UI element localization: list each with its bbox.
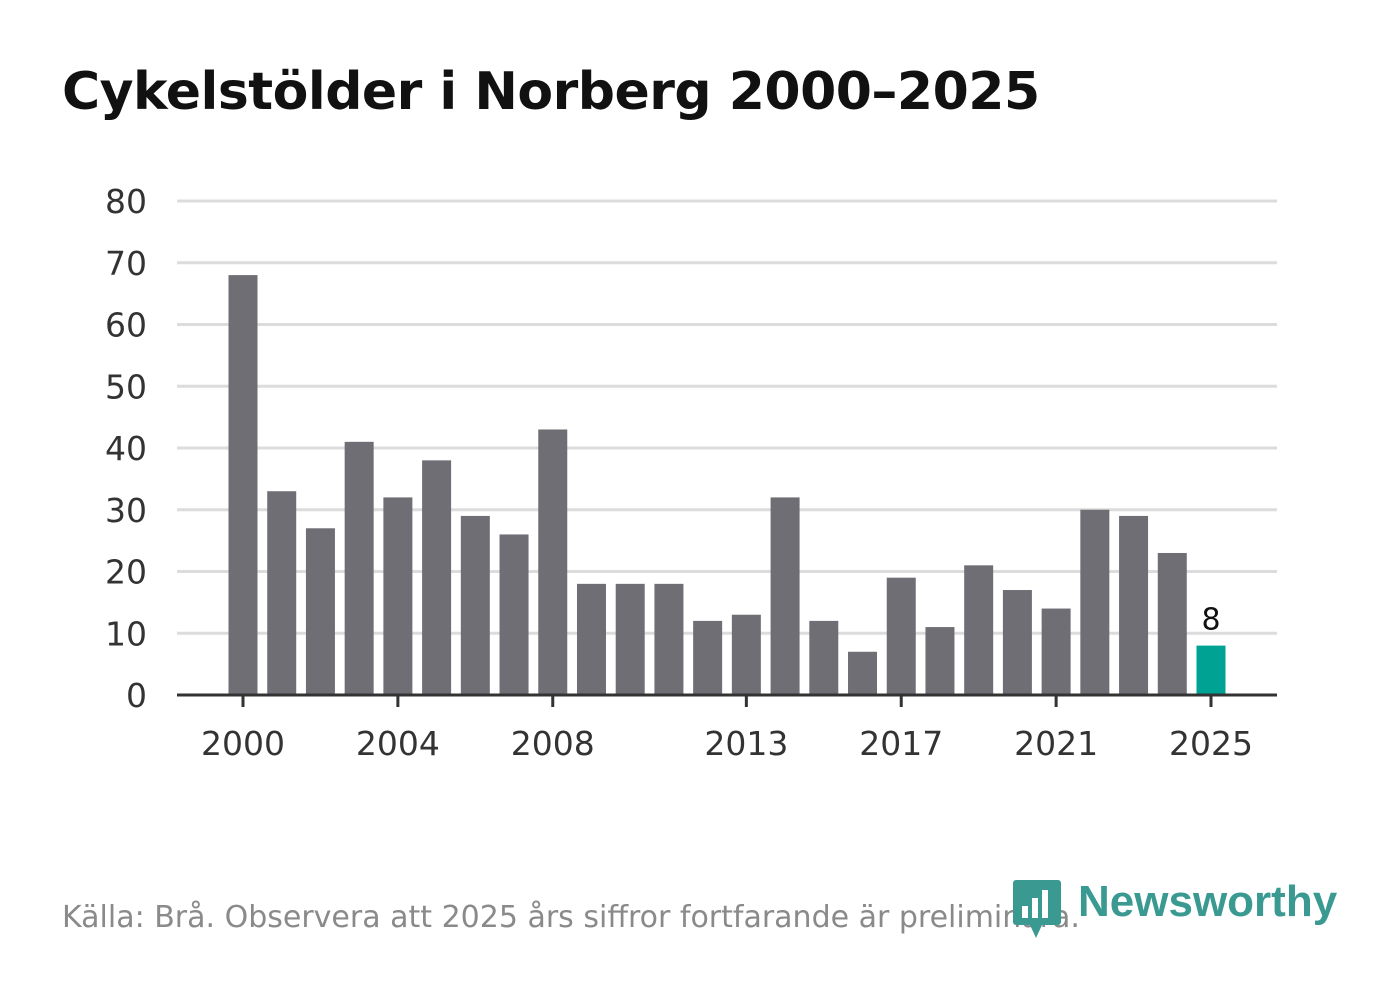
x-tick-label: 2017 (859, 724, 943, 763)
x-tick-label: 2025 (1169, 724, 1253, 763)
bar-2000 (228, 275, 258, 695)
bar-2011 (654, 583, 684, 695)
y-tick-label: 0 (126, 676, 147, 715)
bar-2008 (538, 429, 568, 695)
bar-2010 (615, 583, 645, 695)
y-tick-label: 40 (105, 429, 147, 468)
bar-2006 (460, 515, 490, 695)
bar-2019 (964, 565, 994, 695)
bar-2004 (383, 497, 413, 695)
chart-title: Cykelstölder i Norberg 2000–2025 (62, 62, 1040, 122)
x-tick-label: 2021 (1014, 724, 1098, 763)
y-tick-label: 30 (105, 491, 147, 530)
bar-2016 (848, 651, 878, 695)
x-tick-label: 2004 (356, 724, 440, 763)
bar-2017 (886, 577, 916, 695)
data-label-2025: 8 (1201, 603, 1220, 638)
bar-2025 (1196, 645, 1226, 695)
x-tick-label: 2008 (511, 724, 595, 763)
x-tick-label: 2013 (704, 724, 788, 763)
brand[interactable]: Newsworthy (1012, 878, 1337, 942)
grid-lines (177, 199, 1277, 635)
bar-2024 (1157, 552, 1187, 695)
y-tick-label: 50 (105, 367, 147, 406)
brand-name: Newsworthy (1078, 877, 1338, 926)
bar-chart: 0 10 20 30 40 50 60 70 80 2000 2004 2008 2013 2017 202… (105, 182, 1277, 763)
bar-2007 (499, 534, 529, 695)
bar-2020 (1002, 590, 1032, 695)
bars (228, 275, 1226, 695)
bar-2005 (422, 460, 452, 695)
bar-2012 (693, 620, 723, 695)
y-tick-label: 80 (105, 182, 147, 221)
bar-2009 (576, 583, 606, 695)
bar-2022 (1080, 509, 1110, 695)
bar-2023 (1119, 515, 1149, 695)
y-tick-label: 10 (105, 614, 147, 653)
source-note: Källa: Brå. Observera att 2025 års siffr… (62, 900, 1080, 935)
bar-2002 (305, 528, 335, 695)
labels: 0 10 20 30 40 50 60 70 80 2000 2004 2008 2013 2017 202… (105, 182, 1253, 763)
bar-2015 (809, 620, 839, 695)
bar-2001 (267, 491, 297, 695)
newsworthy-logo-icon (1013, 880, 1061, 938)
y-tick-label: 20 (105, 553, 147, 592)
bar-2021 (1041, 608, 1071, 695)
bar-2014 (770, 497, 800, 695)
bar-2018 (925, 627, 955, 695)
bar-2003 (344, 441, 374, 695)
bar-2013 (731, 614, 761, 695)
y-tick-label: 60 (105, 306, 147, 345)
x-tick-label: 2000 (201, 724, 285, 763)
axes (177, 693, 1277, 707)
y-tick-label: 70 (105, 244, 147, 283)
